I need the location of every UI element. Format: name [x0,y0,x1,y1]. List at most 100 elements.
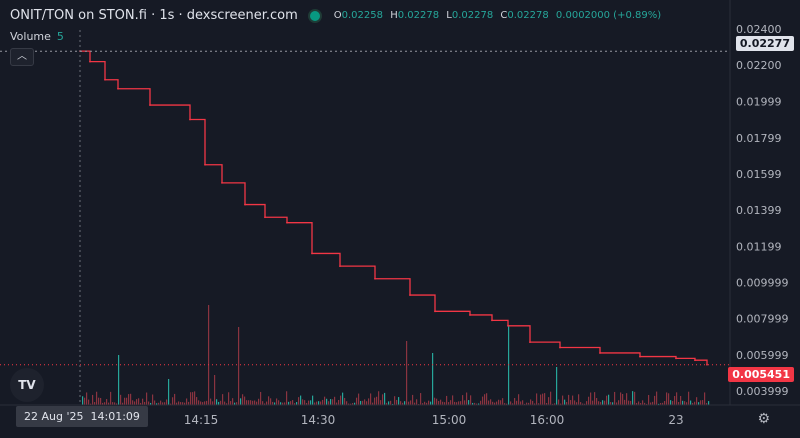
x-tick-label: 15:00 [432,413,467,427]
volume-bar [298,397,300,405]
volume-bar [160,400,162,405]
volume-bar [684,401,686,405]
volume-bar [384,392,386,405]
volume-bar [512,403,514,405]
volume-bar [420,393,422,405]
volume-bar [98,397,100,405]
volume-bar [270,398,272,405]
volume-bar [262,401,264,405]
price-point [311,252,313,255]
volume-bar [386,402,388,405]
volume-bar [492,401,494,405]
y-tick-label: 0.01999 [736,96,782,109]
volume-bar [558,399,560,405]
volume-bar [170,403,172,405]
volume-bar [112,402,114,405]
crosshair-time-label: 22 Aug '25 14:01:09 [16,406,148,427]
volume-bar [606,395,608,405]
volume-bar [110,391,112,405]
volume-bar [532,400,534,405]
volume-bar [256,401,258,405]
volume-bar [410,400,412,405]
volume-bar [366,401,368,405]
volume-bar [634,391,636,405]
volume-bar [266,401,268,405]
volume-bar [218,401,220,405]
volume-bar [190,392,192,405]
price-point [264,216,266,219]
volume-bar [650,402,652,405]
volume-bar [362,400,364,405]
tradingview-logo[interactable]: TV [10,368,44,402]
volume-bar [692,402,694,405]
volume-bar [540,394,542,405]
volume-bar [222,394,224,405]
volume-bar [134,401,136,405]
volume-bar [336,402,338,405]
volume-bar [628,400,630,405]
volume-bar [394,396,396,405]
volume-bar [174,393,176,405]
volume-bar [404,401,406,405]
volume-bar [456,402,458,405]
volume-bar [530,399,532,405]
volume-bar [138,398,140,405]
volume-bar [546,402,548,405]
volume-bar [120,394,122,405]
volume-bar [622,393,624,405]
volume-bar [416,399,418,405]
volume-bar [86,392,88,405]
volume-bar [246,400,248,405]
volume-bar [272,401,274,405]
volume-bar [688,391,690,405]
volume-bar [188,401,190,405]
volume-value: 5 [56,30,64,43]
volume-bar [450,400,452,405]
open-key: O [333,10,342,21]
settings-gear-icon[interactable]: ⚙ [757,411,770,427]
volume-bar [566,402,568,405]
volume-bar [582,403,584,405]
volume-bar [146,392,148,405]
volume-bar [590,392,592,405]
volume-bar [624,399,626,405]
volume-bar [390,400,392,405]
volume-bar [234,402,236,405]
price-point [639,355,641,358]
volume-bar [626,393,628,405]
volume-bar [340,395,342,405]
volume-bar [260,391,262,405]
volume-bar [592,400,594,405]
volume-bar [432,353,434,405]
collapse-legend-button[interactable]: ︿ [10,48,34,66]
volume-bar [320,401,322,405]
volume-bar [88,399,90,405]
current-price-badge: 0.02277 [735,36,794,51]
volume-bar [708,401,710,405]
volume-bar [576,402,578,405]
volume-bar [670,400,672,405]
y-tick-label: 0.01199 [736,240,782,253]
y-axis: 0.02400 0.02200 0.01999 0.01799 0.01599 0.013… [736,23,789,398]
volume-bar [306,402,308,405]
volume-bar [206,400,208,405]
volume-bar [522,400,524,405]
volume-bar [652,401,654,405]
volume-bar [350,403,352,405]
volume-bar [94,402,96,405]
volume-bar [268,396,270,405]
price-point [221,181,223,184]
price-point [117,87,119,90]
volume-bar [364,399,366,405]
low-key: L [446,10,452,21]
high-value: 0.02278 [397,10,440,21]
price-point [706,363,708,366]
y-tick-label: 0.003999 [736,385,789,398]
volume-bar [510,401,512,405]
volume-bar [454,401,456,405]
volume-bar [446,395,448,405]
volume-bar [208,305,210,405]
volume-bar [574,400,576,405]
volume-bar [328,401,330,405]
